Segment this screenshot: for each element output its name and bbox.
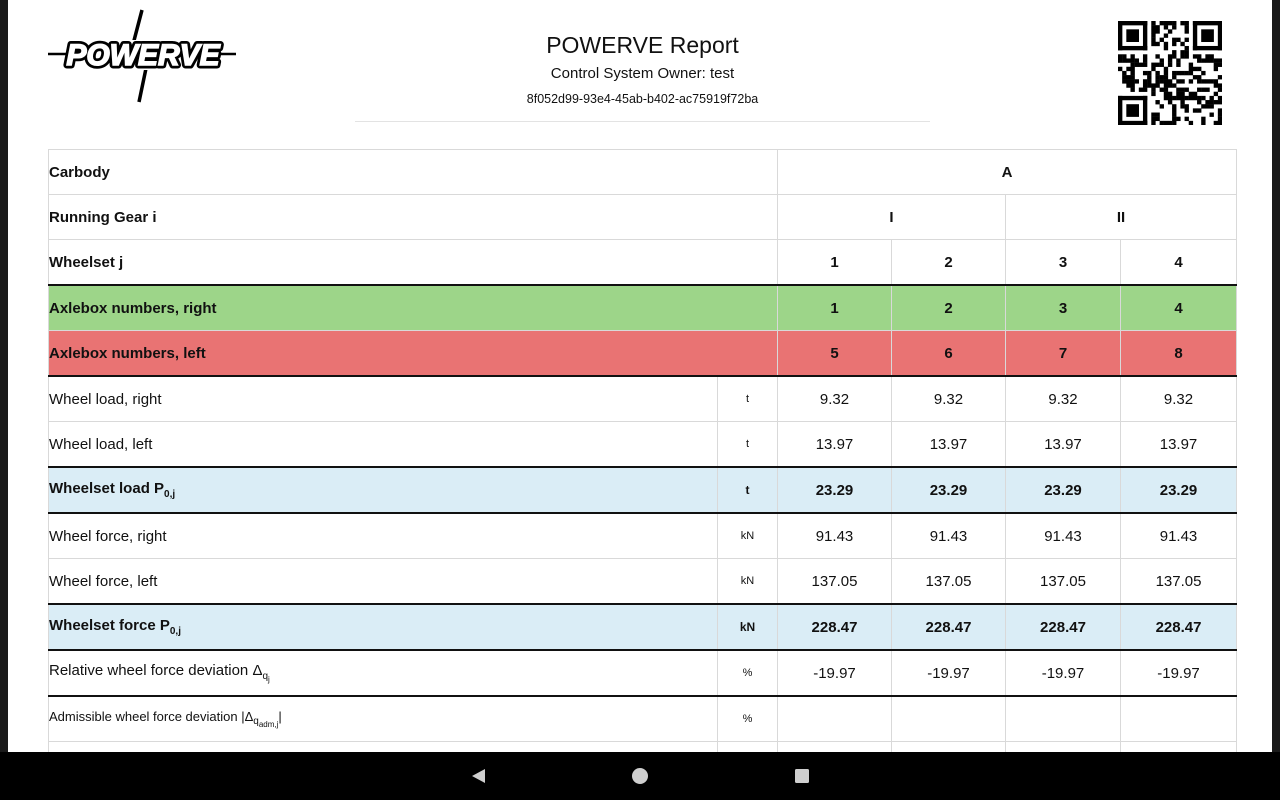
report-uuid: 8f052d99-93e4-45ab-b402-ac75919f72ba [526, 92, 759, 106]
row-unit: kN [717, 558, 778, 605]
row-value: 23.29 [1119, 466, 1238, 514]
row-value: 13.97 [777, 421, 892, 468]
row-label: Wheel load, left [48, 421, 718, 468]
axlebox-right-value: 4 [1119, 284, 1238, 331]
row-value: 91.43 [891, 512, 1006, 559]
row-value: 228.47 [1005, 603, 1121, 651]
row-value: 23.29 [1005, 466, 1121, 514]
wheelset-value: 4 [1119, 239, 1238, 286]
axlebox-left-value: 7 [1005, 330, 1121, 377]
row-unit: % [717, 649, 778, 697]
row-value: 228.47 [891, 603, 1006, 651]
row-label: Relative wheel force deviation Δqj [48, 649, 718, 697]
row-value: 9.32 [777, 375, 892, 422]
row-unit: t [717, 466, 778, 514]
row-value: 9.32 [1005, 375, 1121, 422]
axlebox-left-label: Axlebox numbers, left [48, 330, 778, 377]
row-unit: % [717, 695, 778, 742]
report-title: POWERVE Report [546, 32, 739, 58]
axlebox-right-value: 2 [891, 284, 1006, 331]
row-label: Wheel force, right [48, 512, 718, 559]
row-value: -19.97 [777, 649, 892, 697]
row-label: Wheelset load P0,j [48, 466, 718, 514]
axlebox-right-label: Axlebox numbers, right [48, 284, 778, 331]
wheel-force-left-row: Wheel force, left kN 137.05 137.05 137.0… [48, 558, 1238, 605]
report-header: POWERVE Report Control System Owner: tes… [355, 30, 930, 107]
wheelset-value: 3 [1005, 239, 1121, 286]
row-value: 91.43 [777, 512, 892, 559]
carbody-row: Carbody A [48, 149, 1238, 195]
row-value: 9.32 [1119, 375, 1238, 422]
wheelset-value: 2 [891, 239, 1006, 286]
wheel-load-right-row: Wheel load, right t 9.32 9.32 9.32 9.32 [48, 375, 1238, 422]
recents-square-icon[interactable] [792, 766, 812, 786]
svg-text:POWERVE: POWERVE [66, 39, 220, 72]
header-divider [355, 121, 930, 122]
row-unit: kN [717, 512, 778, 559]
axlebox-left-value: 5 [777, 330, 892, 377]
axlebox-right-value: 3 [1005, 284, 1121, 331]
row-value: -19.97 [1005, 649, 1121, 697]
wheelset-force-row: Wheelset force P0,j kN 228.47 228.47 228… [48, 603, 1238, 651]
running-gear-row: Running Gear i I II [48, 194, 1238, 240]
row-value: 137.05 [891, 558, 1006, 605]
left-edge [0, 0, 8, 752]
row-unit: kN [717, 603, 778, 651]
row-value: 13.97 [1119, 421, 1238, 468]
wheelset-label: Wheelset j [48, 239, 778, 286]
row-value: 137.05 [777, 558, 892, 605]
wheel-force-right-row: Wheel force, right kN 91.43 91.43 91.43 … [48, 512, 1238, 559]
row-unit: t [717, 421, 778, 468]
row-value: 23.29 [777, 466, 892, 514]
admissible-deviation-row: Admissible wheel force deviation |Δqadm,… [48, 695, 1238, 742]
wheelset-value: 1 [777, 239, 892, 286]
axlebox-left-value: 8 [1119, 330, 1238, 377]
home-circle-icon[interactable] [630, 766, 650, 786]
axlebox-left-value: 6 [891, 330, 1006, 377]
right-edge [1272, 0, 1280, 752]
row-value [1005, 695, 1121, 742]
row-value: 228.47 [1119, 603, 1238, 651]
powerve-logo: POWERVE POWERVE [48, 9, 236, 103]
carbody-value: A [776, 149, 1238, 195]
row-label: Wheel load, right [48, 375, 718, 422]
row-value: 137.05 [1119, 558, 1238, 605]
axlebox-left-row: Axlebox numbers, left 5 6 7 8 [48, 330, 1238, 377]
row-value: 9.32 [891, 375, 1006, 422]
row-unit: t [717, 375, 778, 422]
row-value: -19.97 [891, 649, 1006, 697]
row-value: 91.43 [1119, 512, 1238, 559]
row-label: Admissible wheel force deviation |Δqadm,… [48, 695, 718, 742]
owner-line: Control System Owner: test [550, 65, 735, 82]
row-value: 91.43 [1005, 512, 1121, 559]
relative-deviation-row: Relative wheel force deviation Δqj % -19… [48, 649, 1238, 697]
row-value: -19.97 [1119, 649, 1238, 697]
row-label: Wheelset force P0,j [48, 603, 718, 651]
axlebox-right-value: 1 [777, 284, 892, 331]
report-table: Carbody A Running Gear i I II Wheelset j… [48, 149, 1238, 787]
navigation-bar [0, 752, 1280, 800]
running-gear-value: II [1004, 194, 1238, 240]
wheelset-row: Wheelset j 1 2 3 4 [48, 239, 1238, 286]
row-value: 137.05 [1005, 558, 1121, 605]
row-value: 23.29 [891, 466, 1006, 514]
svg-text:POWERVE: POWERVE [66, 39, 220, 72]
row-label: Wheel force, left [48, 558, 718, 605]
wheelset-load-row: Wheelset load P0,j t 23.29 23.29 23.29 2… [48, 466, 1238, 514]
row-value [777, 695, 892, 742]
back-triangle-icon[interactable] [469, 766, 489, 786]
qr-code-icon [1118, 21, 1222, 125]
wheel-load-left-row: Wheel load, left t 13.97 13.97 13.97 13.… [48, 421, 1238, 468]
row-value: 228.47 [777, 603, 892, 651]
axlebox-right-row: Axlebox numbers, right 1 2 3 4 [48, 284, 1238, 331]
carbody-label: Carbody [48, 149, 778, 195]
row-value: 13.97 [891, 421, 1006, 468]
running-gear-label: Running Gear i [48, 194, 778, 240]
row-value [1119, 695, 1238, 742]
row-value: 13.97 [1005, 421, 1121, 468]
row-value [891, 695, 1006, 742]
running-gear-value: I [777, 194, 1006, 240]
